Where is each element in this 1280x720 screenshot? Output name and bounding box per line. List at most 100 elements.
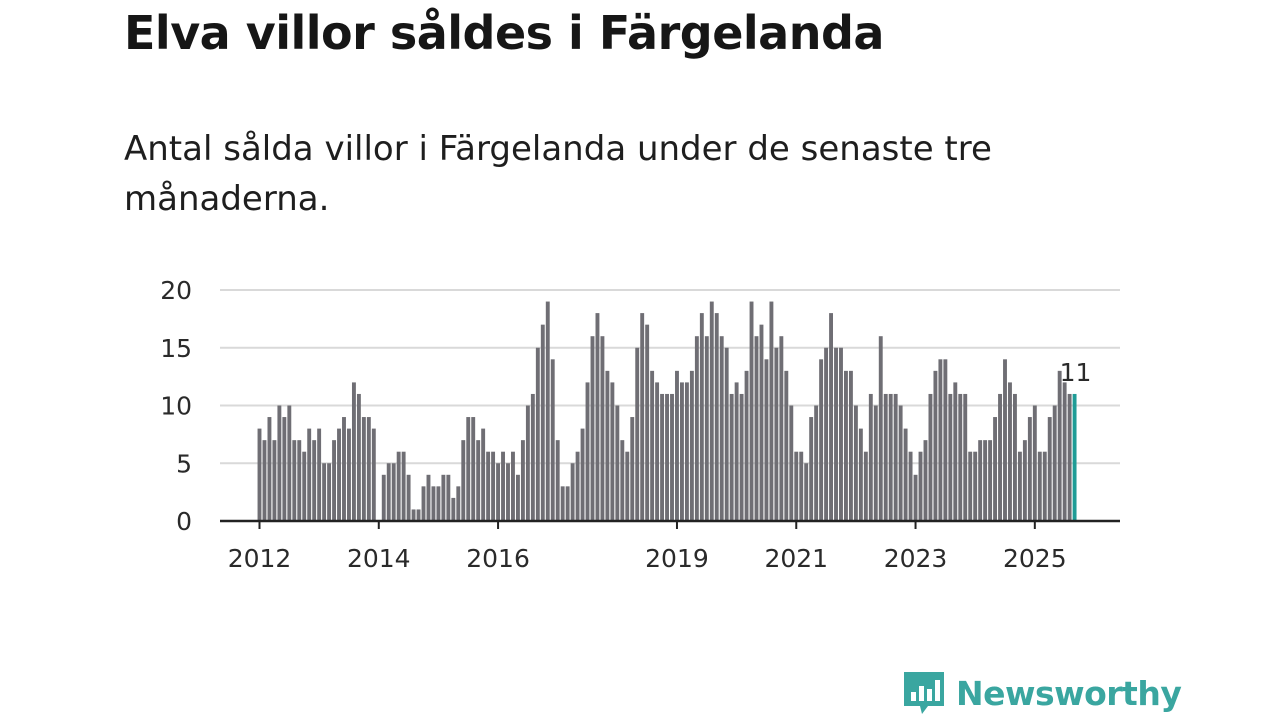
bar bbox=[655, 382, 660, 521]
bar bbox=[988, 440, 993, 521]
bar bbox=[446, 474, 451, 521]
bar bbox=[729, 393, 734, 521]
bar bbox=[1047, 417, 1052, 521]
chart-subtitle: Antal sålda villor i Färgelanda under de… bbox=[124, 129, 992, 219]
bar bbox=[714, 313, 719, 521]
bar bbox=[570, 463, 575, 521]
bar bbox=[660, 393, 665, 521]
bar bbox=[535, 347, 540, 521]
bar bbox=[366, 417, 371, 521]
bar bbox=[342, 417, 346, 521]
bar bbox=[1022, 440, 1027, 521]
bar bbox=[565, 486, 570, 521]
bar bbox=[416, 509, 421, 521]
bar bbox=[958, 393, 963, 521]
bar bbox=[670, 393, 674, 521]
bar bbox=[789, 405, 794, 521]
bar bbox=[993, 417, 998, 521]
bar bbox=[844, 370, 848, 521]
bar bbox=[764, 359, 769, 521]
bar bbox=[814, 405, 819, 521]
bar bbox=[834, 347, 838, 521]
bar bbox=[515, 474, 520, 521]
bar bbox=[933, 370, 938, 521]
bar bbox=[520, 440, 525, 521]
bar bbox=[694, 336, 699, 521]
bar bbox=[918, 451, 923, 521]
bar bbox=[739, 393, 744, 521]
bar bbox=[401, 451, 406, 521]
y-tick-label: 0 bbox=[176, 507, 192, 536]
bar bbox=[699, 313, 704, 521]
bar bbox=[257, 428, 262, 521]
bar bbox=[396, 451, 401, 521]
bar bbox=[625, 451, 630, 521]
bar bbox=[968, 451, 973, 521]
bar bbox=[630, 417, 635, 521]
bar bbox=[590, 336, 595, 521]
bar bbox=[595, 313, 600, 521]
bar bbox=[898, 405, 903, 521]
bar bbox=[868, 393, 873, 521]
bar bbox=[953, 382, 958, 521]
bar bbox=[605, 370, 610, 521]
bar bbox=[545, 301, 550, 521]
bar bbox=[1042, 451, 1047, 521]
bar bbox=[332, 440, 336, 521]
newsworthy-chart-icon bbox=[904, 672, 944, 714]
bar bbox=[476, 440, 481, 521]
bar bbox=[292, 440, 297, 521]
bar bbox=[441, 474, 446, 521]
bar bbox=[555, 440, 560, 521]
newsworthy-logo: Newsworthy bbox=[902, 670, 1182, 716]
bar bbox=[600, 336, 605, 521]
bar bbox=[675, 370, 679, 521]
bar bbox=[998, 393, 1002, 521]
bar bbox=[878, 336, 883, 521]
bar bbox=[272, 440, 277, 521]
bar bbox=[491, 451, 496, 521]
bar bbox=[347, 428, 351, 521]
bar bbox=[635, 347, 640, 521]
x-tick-label: 2021 bbox=[764, 544, 828, 573]
bar bbox=[784, 370, 789, 521]
bar bbox=[317, 428, 322, 521]
bar bbox=[506, 463, 510, 521]
bar bbox=[650, 370, 655, 521]
bar bbox=[749, 301, 754, 521]
highlight-value-label: 11 bbox=[1060, 358, 1092, 387]
bar bbox=[262, 440, 267, 521]
bar bbox=[983, 440, 988, 521]
bar bbox=[978, 440, 983, 521]
bar bbox=[893, 393, 898, 521]
x-tick-label: 2016 bbox=[466, 544, 530, 573]
bar bbox=[322, 463, 327, 521]
bar-highlight bbox=[1072, 393, 1077, 521]
bar bbox=[923, 440, 928, 521]
bar bbox=[1017, 451, 1022, 521]
bar bbox=[853, 405, 858, 521]
bar bbox=[461, 440, 466, 521]
bar bbox=[391, 463, 396, 521]
bar bbox=[426, 474, 431, 521]
bar bbox=[809, 417, 814, 521]
bar bbox=[1003, 359, 1007, 521]
bar bbox=[361, 417, 366, 521]
bar bbox=[779, 336, 784, 521]
bar bbox=[883, 393, 888, 521]
bar bbox=[734, 382, 739, 521]
bar bbox=[819, 359, 824, 521]
bar bbox=[1037, 451, 1042, 521]
bar bbox=[456, 486, 461, 521]
bar bbox=[421, 486, 426, 521]
x-tick-label: 2019 bbox=[645, 544, 709, 573]
bar bbox=[863, 451, 868, 521]
bar bbox=[1032, 405, 1037, 521]
bar bbox=[277, 405, 282, 521]
bar bbox=[481, 428, 486, 521]
x-tick-label: 2025 bbox=[1003, 544, 1067, 573]
bar bbox=[351, 382, 356, 521]
bar bbox=[938, 359, 943, 521]
bar bbox=[645, 324, 650, 521]
